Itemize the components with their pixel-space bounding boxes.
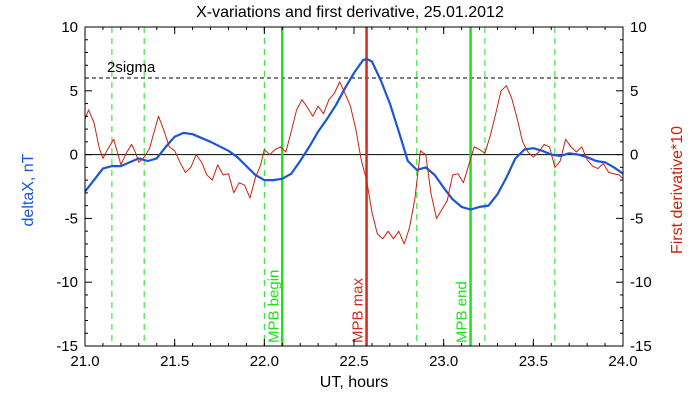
y-tick-label-right-5: -15	[630, 338, 652, 355]
y-tick-label-left-0: 10	[61, 19, 78, 36]
y-tick-label-left-3: -5	[65, 210, 78, 227]
x-tick-label-1: 21.5	[160, 353, 189, 370]
y-tick-label-right-4: -10	[630, 274, 652, 291]
x-tick-label-0: 21.0	[70, 353, 99, 370]
derivative-series-line	[84, 81, 624, 245]
y-tick-label-left-5: -15	[56, 338, 78, 355]
y-axis-left-label: deltaX, nT	[20, 153, 37, 226]
plot-area: MPB begin MPB max MPB end	[84, 27, 624, 346]
deltax-series-line	[84, 57, 624, 211]
x-tick-label-2: 22.0	[250, 353, 279, 370]
y-tick-label-left-2: 0	[70, 147, 78, 164]
marker-label-0: MPB begin	[265, 270, 282, 343]
x-tick-label-3: 22.5	[339, 353, 368, 370]
x-axis-label: UT, hours	[320, 374, 388, 391]
x-tick-label-6: 24.0	[608, 353, 637, 370]
y-tick-label-left-4: -10	[56, 274, 78, 291]
y-tick-label-right-2: 0	[630, 147, 638, 164]
sigma-label: 2sigma	[107, 59, 156, 76]
x-tick-label-5: 23.5	[519, 353, 548, 370]
chart-title: X-variations and first derivative, 25.01…	[196, 4, 504, 21]
x-tick-label-4: 23.0	[429, 353, 458, 370]
y-tick-label-right-3: -5	[630, 210, 643, 227]
y-tick-label-right-0: 10	[630, 19, 647, 36]
y-axis-right-label: First derivative*10	[669, 126, 686, 254]
marker-label-2: MPB end	[454, 281, 471, 343]
marker-label-1: MPB max	[350, 277, 367, 343]
y-tick-label-left-1: 5	[70, 83, 78, 100]
y-tick-label-right-1: 5	[630, 83, 638, 100]
